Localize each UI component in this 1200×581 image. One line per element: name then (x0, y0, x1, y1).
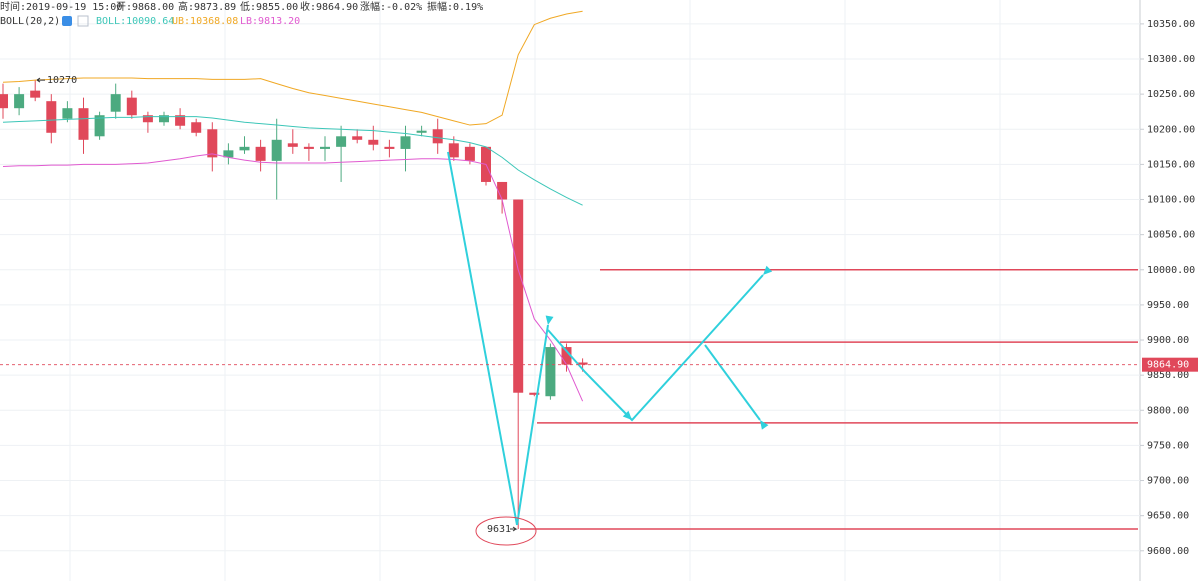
candle-body (30, 90, 41, 98)
arrow-head (760, 420, 769, 430)
candle-body (384, 146, 395, 149)
candle-body (255, 146, 266, 161)
y-tick-label: 10100.00 (1147, 195, 1195, 206)
y-tick-label: 9950.00 (1147, 300, 1189, 311)
indicator-legend: LB:9813.20 (240, 16, 300, 27)
candle-body (175, 115, 186, 126)
candle-body (432, 129, 443, 144)
candle-body (14, 94, 25, 109)
y-tick-label: 10050.00 (1147, 230, 1195, 241)
header-item: 振幅:0.19% (427, 0, 483, 13)
arrow-head (545, 315, 554, 325)
candle-body (0, 94, 8, 109)
trend-drawing (516, 324, 549, 526)
candle-body (126, 97, 137, 116)
y-tick-label: 10150.00 (1147, 159, 1195, 170)
y-tick-label: 9700.00 (1147, 476, 1189, 487)
indicator-legend: BOLL(20,2) (0, 16, 60, 27)
trend-drawing (547, 274, 764, 422)
arrow-head (763, 265, 773, 275)
y-tick-label: 10250.00 (1147, 89, 1195, 100)
candle-body (207, 129, 218, 158)
header-item: 收:9864.90 (300, 0, 358, 13)
vertical-grid (69, 0, 1001, 581)
candle-body (448, 143, 459, 158)
indicator-line (2, 116, 583, 206)
indicator-legend: UB:10368.08 (172, 16, 238, 27)
candle-body (464, 146, 475, 161)
settings-icon[interactable] (62, 16, 72, 26)
candle-body (94, 115, 105, 137)
low-marker-label: 9631 (487, 524, 511, 535)
y-tick-label: 9850.00 (1147, 370, 1189, 381)
candle-body (223, 150, 234, 158)
trend-drawing (447, 151, 518, 526)
candle-body (400, 136, 411, 149)
candle-body (62, 108, 73, 119)
candle-body (142, 115, 153, 123)
indicator-line (2, 153, 584, 402)
candle-body (271, 139, 282, 161)
y-tick-label: 10200.00 (1147, 124, 1195, 135)
indicator-line (2, 10, 583, 126)
candle-body (336, 136, 347, 147)
header-item: 开:9868.00 (116, 2, 174, 13)
trend-drawing (704, 344, 761, 421)
y-tick-label: 10300.00 (1147, 54, 1195, 65)
candle-body (497, 181, 508, 200)
y-tick-label: 9650.00 (1147, 511, 1189, 522)
header-item: 高:9873.89 (178, 0, 236, 13)
candle-body (352, 136, 363, 140)
y-tick-label: 10000.00 (1147, 265, 1195, 276)
y-tick-label: 9800.00 (1147, 405, 1189, 416)
candle-body (561, 347, 572, 365)
candle-body (239, 146, 250, 151)
candle-body (529, 392, 540, 395)
candle-body (320, 146, 330, 149)
indicator-legend: BOLL:10090.64 (96, 16, 174, 27)
candle-body (303, 146, 314, 149)
y-tick-label: 10350.00 (1147, 19, 1195, 30)
candle-body (110, 94, 121, 112)
close-icon[interactable] (77, 15, 89, 27)
high-marker-label: 10270 (47, 75, 77, 86)
candle-body (159, 115, 169, 123)
candle-body (513, 199, 524, 393)
low-arrow (510, 526, 518, 532)
header-item: 涨幅:-0.02% (360, 0, 422, 13)
candle-body (577, 362, 588, 365)
y-tick-label: 9750.00 (1147, 440, 1189, 451)
y-tick-label: 9600.00 (1147, 546, 1189, 557)
arrow-head (622, 410, 632, 420)
drawings (447, 151, 773, 526)
y-tick-label: 9900.00 (1147, 335, 1189, 346)
candle-body (287, 143, 298, 147)
candle-body (368, 139, 379, 145)
last-price-tag (1142, 357, 1198, 372)
candle-body (416, 130, 427, 133)
candle-body (46, 101, 57, 133)
last-price-label: 9864.90 (1147, 360, 1189, 371)
low-highlight (475, 516, 537, 546)
header-item: 时间:2019-09-19 15:00 (0, 0, 122, 13)
high-arrow (36, 77, 45, 83)
candle-body (78, 108, 89, 140)
candle-body (191, 122, 202, 133)
candle-body (545, 347, 556, 397)
header-item: 低:9855.00 (240, 0, 298, 13)
